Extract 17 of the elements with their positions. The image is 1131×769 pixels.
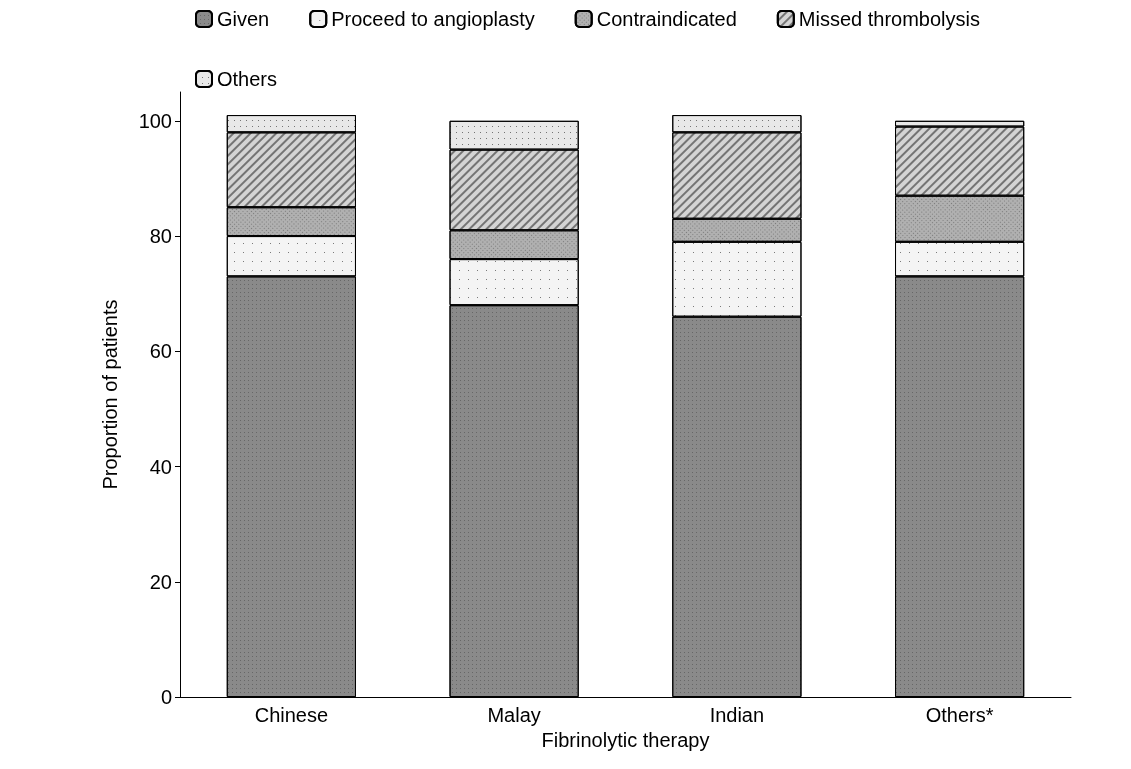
legend-label: Proceed to angioplasty	[331, 8, 535, 30]
x-axis-title: Fibrinolytic therapy	[541, 728, 710, 751]
y-tick-label: 40	[149, 455, 172, 478]
y-axis-title: Proportion of patients	[99, 299, 121, 490]
x-tick-label: Others*	[925, 704, 994, 726]
legend-label: Given	[217, 8, 270, 30]
legend-label: Missed thrombolysis	[798, 8, 980, 30]
legend-label: Others	[217, 68, 278, 90]
y-tick-label: 100	[138, 109, 172, 132]
x-tick-label: Indian	[709, 704, 765, 726]
x-tick-label: Chinese	[254, 704, 329, 726]
y-tick-label: 60	[149, 340, 172, 363]
y-tick-label: 0	[160, 686, 172, 708]
y-tick-label: 20	[149, 570, 172, 593]
x-tick-label: Malay	[487, 704, 541, 726]
y-tick-label: 80	[149, 225, 172, 248]
legend-label: Contraindicated	[596, 8, 737, 30]
